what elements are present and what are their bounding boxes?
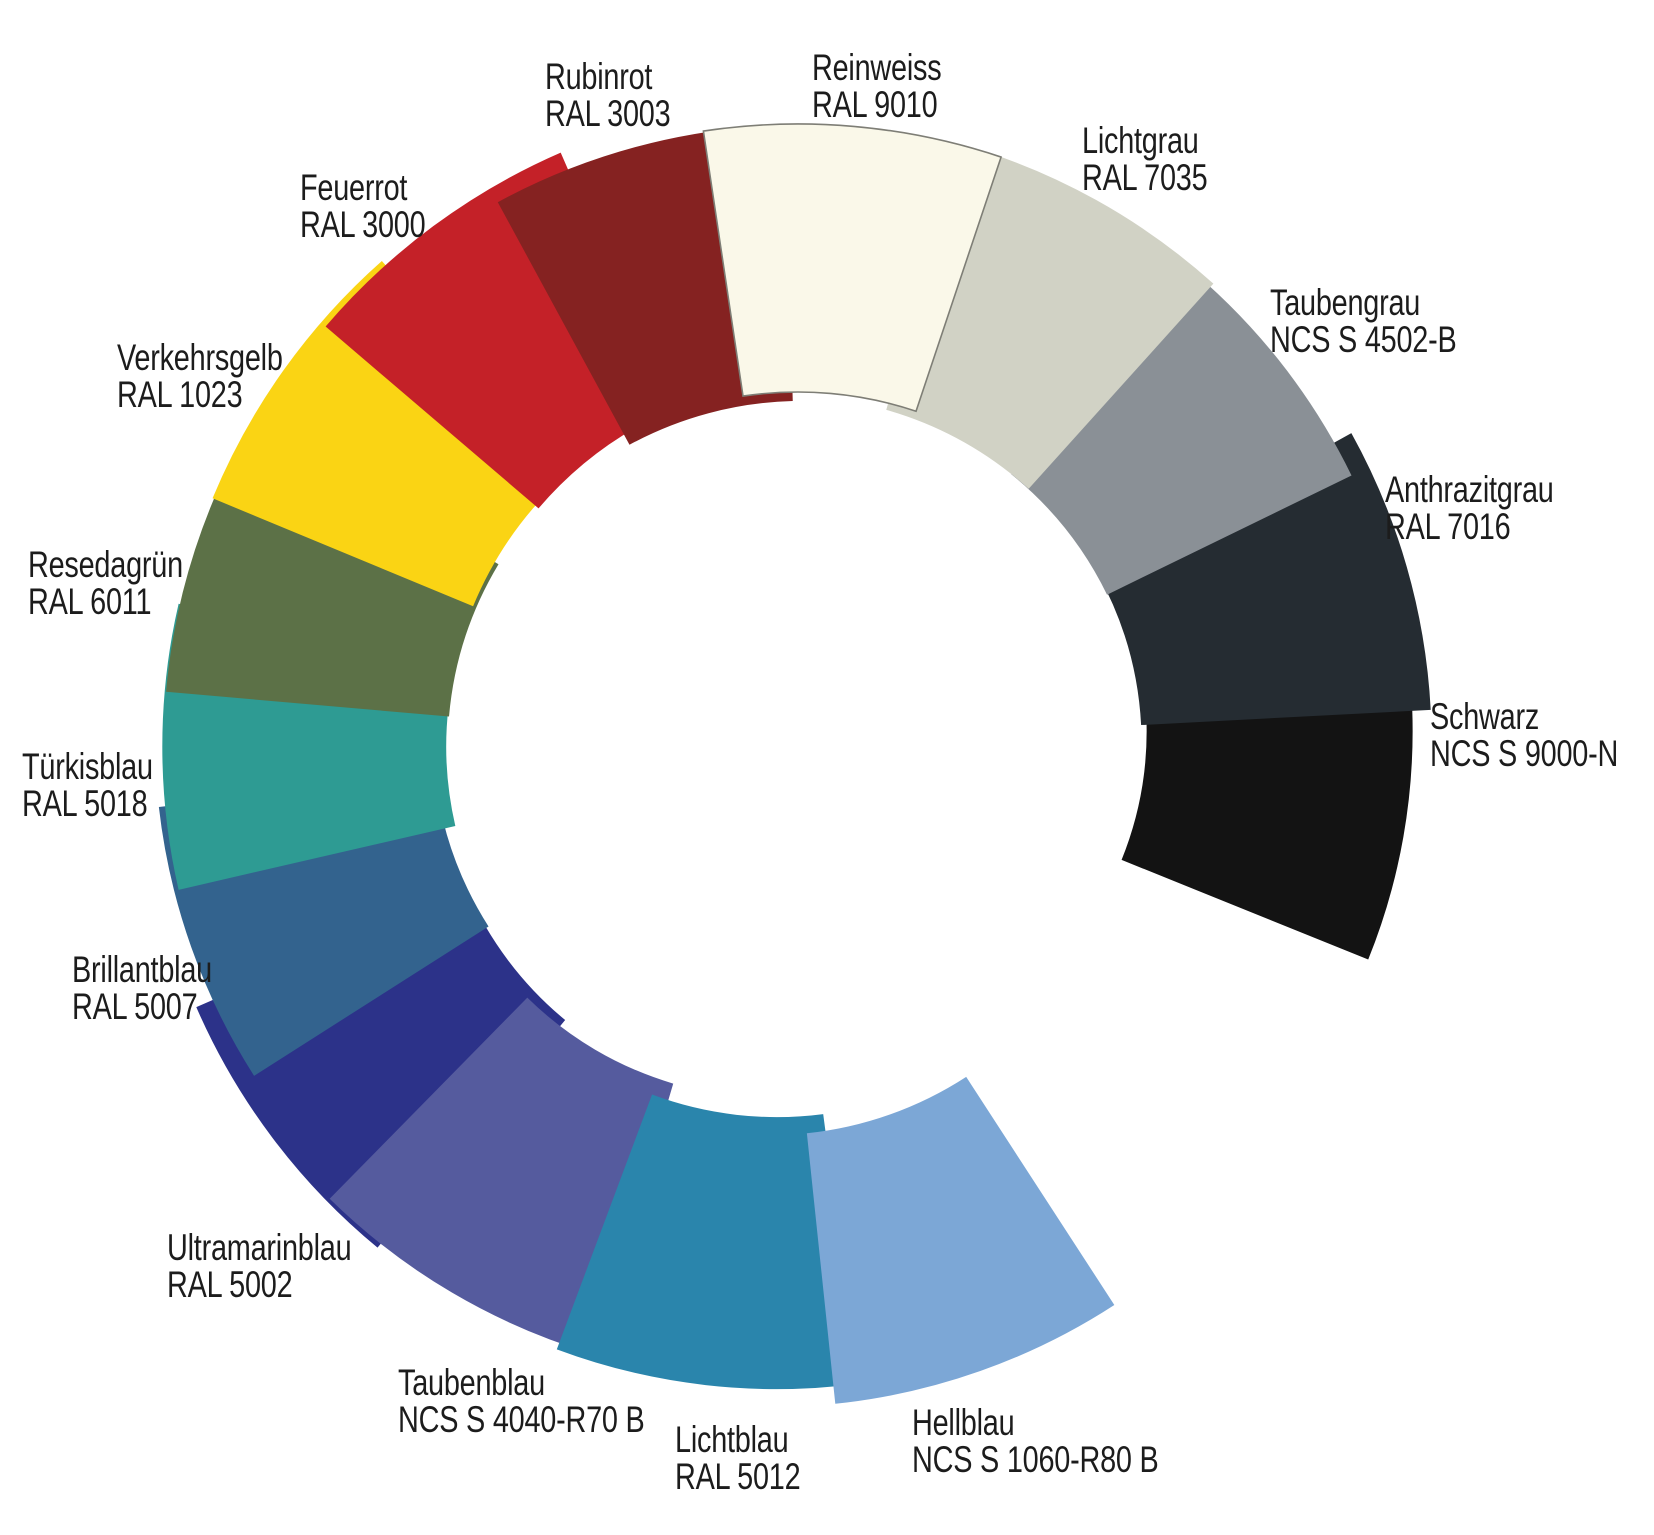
color-name: Lichtgrau xyxy=(1082,120,1199,161)
swatch-taubenblau xyxy=(329,997,674,1354)
color-name: Schwarz xyxy=(1430,696,1540,737)
color-code: NCS S 4040-R70 B xyxy=(398,1399,645,1440)
swatch-lichtblau xyxy=(556,1094,859,1390)
color-name: Feuerrot xyxy=(300,167,408,208)
label-brillantblau: Brillantblau RAL 5007 xyxy=(72,951,212,1025)
label-feuerrot: Feuerrot RAL 3000 xyxy=(300,167,426,245)
label-anthrazitgrau: Anthrazitgrau RAL 7016 xyxy=(1385,471,1554,545)
color-code: NCS S 1060-R80 B xyxy=(912,1439,1159,1480)
color-code: RAL 3000 xyxy=(300,204,426,245)
color-name: Ultramarinblau xyxy=(167,1227,352,1268)
color-code: NCS S 9000-N xyxy=(1430,733,1619,774)
label-lichtgrau: Lichtgrau RAL 7035 xyxy=(1082,120,1208,198)
color-name: Reinweiss xyxy=(812,47,942,88)
color-name: Hellblau xyxy=(912,1402,1015,1443)
color-name: Resedagrün xyxy=(28,544,183,585)
color-code: RAL 7016 xyxy=(1385,506,1511,547)
color-code: RAL 6011 xyxy=(28,581,152,622)
swatch-verkehrsgelb xyxy=(212,260,569,607)
color-name: Anthrazitgrau xyxy=(1385,469,1554,510)
color-name: Lichtblau xyxy=(675,1419,789,1460)
label-taubenblau: Taubenblau NCS S 4040-R70 B xyxy=(398,1364,645,1438)
color-code: RAL 7035 xyxy=(1082,157,1208,198)
color-name: Türkisblau xyxy=(22,746,153,787)
label-ultramarinblau: Ultramarinblau RAL 5002 xyxy=(167,1227,352,1305)
label-reinweiss: Reinweiss RAL 9010 xyxy=(812,47,942,125)
label-taubengrau: Taubengrau NCS S 4502-B xyxy=(1270,282,1457,360)
label-resedagruen: Resedagrün RAL 6011 xyxy=(28,546,183,620)
swatch-hellblau xyxy=(806,1076,1115,1404)
color-code: RAL 9010 xyxy=(812,84,938,125)
color-code: RAL 5012 xyxy=(675,1456,801,1497)
swatch-reinweiss xyxy=(702,123,1003,413)
label-verkehrsgelb: Verkehrsgelb RAL 1023 xyxy=(117,339,283,413)
color-code: RAL 5018 xyxy=(22,783,148,824)
color-code: NCS S 4502-B xyxy=(1270,319,1457,360)
swatch-taubengrau xyxy=(1011,262,1352,595)
color-name: Rubinrot xyxy=(545,56,653,97)
swatch-schwarz xyxy=(1121,709,1413,960)
swatch-anthrazitgrau xyxy=(1097,433,1431,726)
color-name: Taubengrau xyxy=(1270,282,1421,323)
color-name: Brillantblau xyxy=(72,949,212,990)
color-code: RAL 3003 xyxy=(545,93,671,134)
color-code: RAL 5007 xyxy=(72,986,198,1027)
color-name: Verkehrsgelb xyxy=(117,337,283,378)
color-name: Taubenblau xyxy=(398,1362,545,1403)
label-rubinrot: Rubinrot RAL 3003 xyxy=(545,56,671,134)
label-lichtblau: Lichtblau RAL 5012 xyxy=(675,1419,801,1497)
label-tuerkisblau: Türkisblau RAL 5018 xyxy=(22,748,153,822)
color-code: RAL 1023 xyxy=(117,374,243,415)
color-code: RAL 5002 xyxy=(167,1264,293,1305)
label-hellblau: Hellblau NCS S 1060-R80 B xyxy=(912,1404,1159,1478)
label-schwarz: Schwarz NCS S 9000-N xyxy=(1430,698,1618,772)
